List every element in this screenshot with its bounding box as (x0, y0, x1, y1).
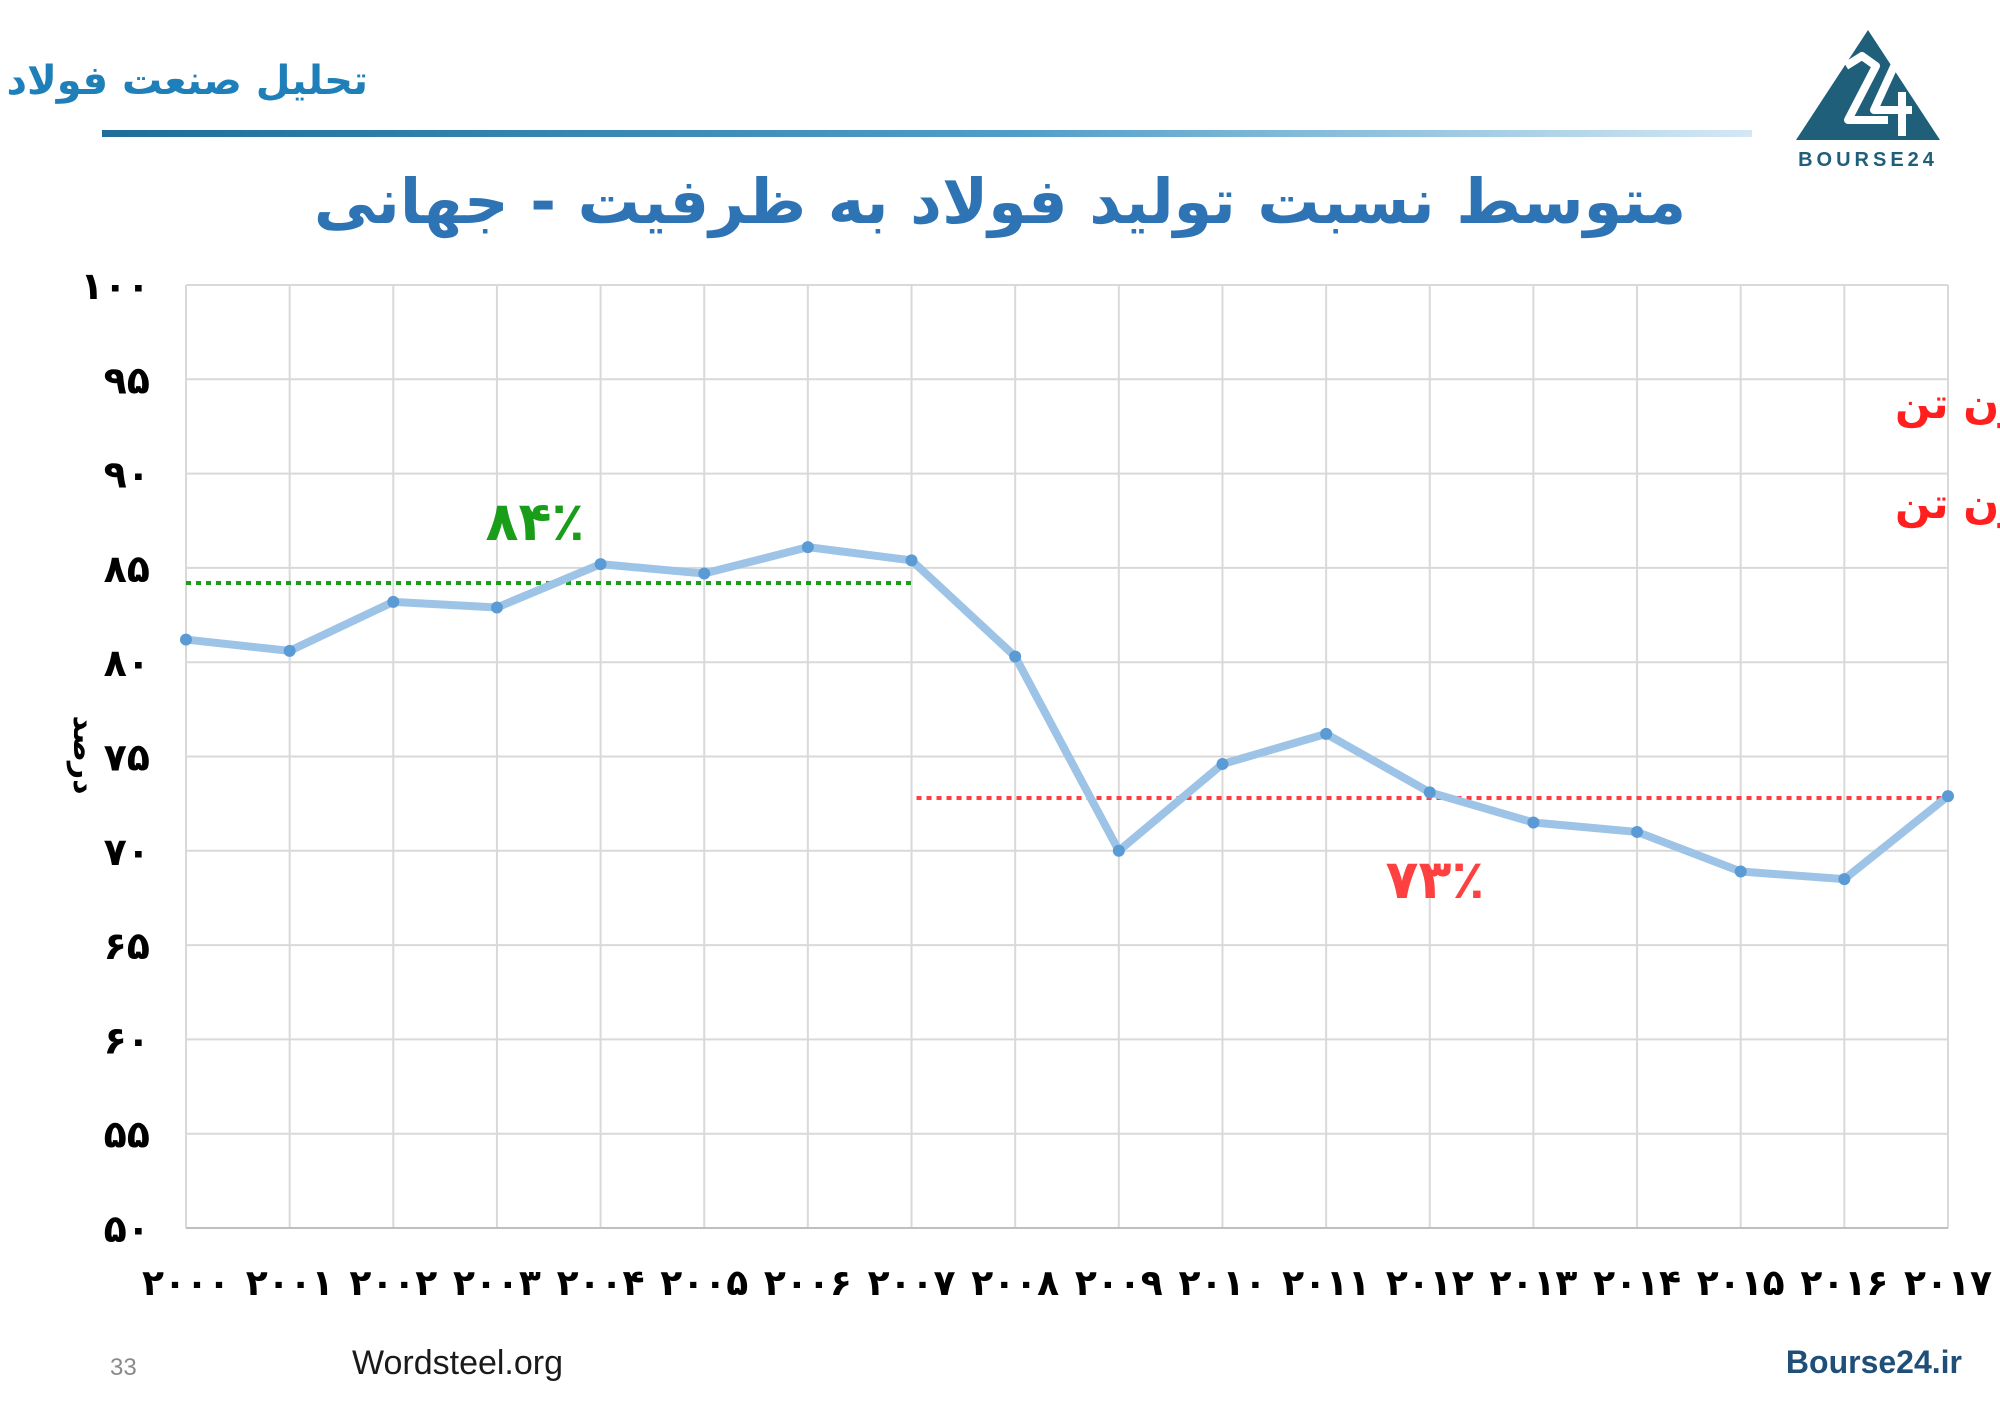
data-point (387, 595, 400, 608)
y-tick-label: ۱۰۰ (80, 264, 150, 308)
x-tick-label: ۲۰۰۳ (453, 1263, 541, 1304)
capacity-note: ۳۵۰ میلیون تن (1895, 479, 2000, 529)
data-point (1216, 758, 1229, 771)
x-tick-label: ۲۰۰۴ (557, 1263, 645, 1304)
data-point (1320, 727, 1333, 740)
x-tick-label: ۲۰۱۵ (1697, 1263, 1785, 1304)
header-divider (102, 130, 1752, 137)
y-tick-label: ۹۰ (104, 453, 150, 497)
data-point (1112, 844, 1125, 857)
website: Bourse24.ir (1785, 1344, 1962, 1380)
x-tick-label: ۲۰۱۳ (1489, 1263, 1577, 1304)
data-point (1423, 786, 1436, 799)
data-point (1838, 873, 1851, 886)
data-point (1631, 825, 1644, 838)
logo-digit-2 (1843, 52, 1888, 124)
annotations: ۷۵۰ میلیون تن ۳۵۰ میلیون تن (1895, 379, 2000, 529)
data-point (1734, 865, 1747, 878)
capacity-note: ۷۵۰ میلیون تن (1895, 379, 2000, 429)
series (180, 541, 1954, 886)
source-credit: Wordsteel.org (352, 1344, 564, 1382)
y-axis-ticks: ۵۰ ۵۵ ۶۰ ۶۵ ۷۰ ۷۵ ۸۰ ۸۵ ۹۰ ۹۵ ۱۰۰ (80, 264, 150, 1251)
page-title: متوسط نسبت تولید فولاد به ظرفیت - جهانی (313, 165, 1687, 238)
data-point (905, 554, 918, 567)
x-tick-label: ۲۰۱۴ (1593, 1263, 1681, 1304)
header-brand: تحلیل صنعت فولاد (6, 58, 368, 104)
data-point (283, 644, 296, 657)
y-axis-label: درصد (66, 716, 101, 795)
average-label: ۷۳٪ (1386, 848, 1485, 911)
x-tick-label: ۲۰۱۲ (1386, 1263, 1474, 1304)
data-point (594, 558, 607, 571)
y-tick-label: ۵۰ (104, 1207, 150, 1251)
series-line (182, 543, 1952, 884)
y-tick-label: ۵۵ (104, 1113, 150, 1157)
data-point (801, 541, 814, 554)
y-tick-label: ۸۰ (104, 641, 150, 685)
y-tick-label: ۶۵ (104, 924, 150, 968)
average-label: ۸۴٪ (486, 490, 585, 553)
data-point (1942, 790, 1954, 803)
data-point (1527, 816, 1540, 829)
y-tick-label: ۷۰ (104, 830, 150, 874)
y-tick-label: ۹۵ (104, 358, 150, 402)
x-tick-label: ۲۰۰۲ (349, 1263, 437, 1304)
x-tick-label: ۲۰۰۷ (868, 1263, 956, 1304)
data-point (490, 601, 503, 614)
x-tick-label: ۲۰۱۰ (1179, 1263, 1267, 1304)
x-axis-ticks: ۲۰۰۰ ۲۰۰۱ ۲۰۰۲ ۲۰۰۳ ۲۰۰۴ ۲۰۰۵ ۲۰۰۶ ۲۰۰۷ ۲۰۰۸ ۲۰۰۹… (142, 1263, 1992, 1304)
y-tick-label: ۷۵ (104, 736, 150, 780)
logo-text: BOURSE24 (1798, 149, 1938, 171)
x-tick-label: ۲۰۰۵ (660, 1263, 748, 1304)
x-tick-label: ۲۰۰۰ (142, 1263, 230, 1304)
data-point (180, 633, 192, 646)
y-tick-label: ۸۵ (104, 547, 150, 591)
y-tick-label: ۶۰ (104, 1018, 150, 1062)
x-tick-label: ۲۰۱۷ (1904, 1263, 1992, 1304)
x-tick-label: ۲۰۰۶ (764, 1263, 852, 1304)
x-tick-label: ۲۰۱۶ (1800, 1263, 1888, 1304)
data-point (1009, 650, 1022, 663)
x-tick-label: ۲۰۰۹ (1075, 1263, 1163, 1304)
x-tick-label: ۲۰۰۸ (971, 1263, 1059, 1304)
data-point (698, 567, 711, 580)
bourse24-logo: BOURSE24 (1796, 30, 1940, 171)
x-tick-label: ۲۰۱۱ (1282, 1263, 1370, 1304)
x-tick-label: ۲۰۰۱ (246, 1263, 334, 1304)
page-number: 33 (110, 1354, 137, 1381)
